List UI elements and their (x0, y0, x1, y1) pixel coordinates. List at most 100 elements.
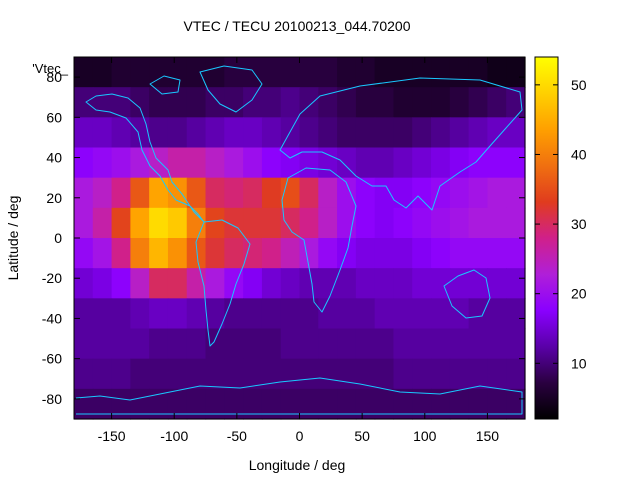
heatmap-cell (318, 328, 338, 360)
heatmap-cell (468, 207, 489, 239)
heatmap-cell (261, 328, 282, 360)
x-tick-label: -100 (160, 428, 188, 444)
heatmap-cell (186, 207, 207, 239)
heatmap-cell (374, 328, 395, 360)
coastline-australia (443, 269, 491, 319)
heatmap-cell (412, 147, 432, 179)
heatmap-cell (261, 268, 282, 299)
heatmap-cell (205, 57, 225, 88)
heatmap-cell (280, 87, 301, 118)
heatmap-cell (337, 358, 357, 390)
heatmap-cell (449, 87, 470, 118)
heatmap-cell (318, 87, 338, 118)
heatmap-cell (261, 358, 282, 390)
heatmap-cell (431, 388, 451, 420)
colorbar-tick-label: 30 (571, 216, 587, 232)
heatmap-cell (111, 57, 131, 88)
heatmap-cell (449, 328, 470, 360)
heatmap-cell (167, 238, 188, 269)
heatmap-cell (111, 358, 131, 390)
heatmap-cell (167, 328, 188, 360)
heatmap-cell (224, 298, 244, 330)
heatmap-cell (337, 238, 357, 269)
heatmap-cell (205, 358, 225, 390)
heatmap-cell (449, 388, 470, 420)
heatmap-cell (431, 117, 451, 149)
heatmap-cell (299, 298, 319, 330)
heatmap-cell (431, 207, 451, 239)
heatmap-cell (468, 358, 489, 390)
heatmap-cell (449, 358, 470, 390)
heatmap-cell (318, 268, 338, 299)
heatmap-cell (431, 57, 451, 88)
x-tick-label: 0 (296, 428, 304, 444)
heatmap-cell (506, 328, 526, 360)
heatmap-cell (111, 268, 131, 299)
heatmap-cell (412, 87, 432, 118)
heatmap-cell (374, 268, 395, 299)
heatmap-cell (506, 87, 526, 118)
heatmap-cell (111, 207, 131, 239)
heatmap-cell (355, 117, 376, 149)
heatmap-cell (393, 57, 413, 88)
heatmap-cell (280, 147, 301, 179)
heatmap-cell (92, 328, 113, 360)
heatmap-cell (412, 358, 432, 390)
heatmap-cell (261, 177, 282, 209)
heatmap-cell (412, 238, 432, 269)
heatmap-cell (167, 298, 188, 330)
heatmap-cell (167, 147, 188, 179)
heatmap-cell (468, 177, 489, 209)
heatmap-cell (431, 177, 451, 209)
y-tick-label: -40 (42, 310, 62, 326)
heatmap-cell (167, 117, 188, 149)
heatmap-cell (412, 268, 432, 299)
heatmap-cell (224, 87, 244, 118)
heatmap-cell (186, 177, 207, 209)
heatmap-cell (243, 298, 263, 330)
heatmap-cell (412, 177, 432, 209)
heatmap-cell (449, 177, 470, 209)
heatmap-cell (92, 388, 113, 420)
heatmap-cell (224, 328, 244, 360)
heatmap-cell (487, 207, 507, 239)
heatmap-cell (393, 207, 413, 239)
heatmap-cell (243, 388, 263, 420)
heatmap-cell (487, 268, 507, 299)
heatmap-cell (299, 388, 319, 420)
heatmap-cell (205, 328, 225, 360)
heatmap-cell (374, 358, 395, 390)
heatmap-cell (337, 388, 357, 420)
heatmap-cell (149, 268, 169, 299)
heatmap-cell (243, 57, 263, 88)
y-tick-label: 80 (46, 69, 62, 85)
heatmap-cell (393, 358, 413, 390)
heatmap-cell (468, 147, 489, 179)
heatmap-cell (92, 268, 113, 299)
heatmap-cell (355, 328, 376, 360)
heatmap-cell (487, 57, 507, 88)
heatmap-cell (412, 298, 432, 330)
heatmap-cell (130, 117, 150, 149)
x-tick-label: -50 (227, 428, 247, 444)
heatmap-cell (186, 57, 207, 88)
heatmap-cell (374, 117, 395, 149)
heatmap-cell (92, 87, 113, 118)
heatmap-cell (149, 388, 169, 420)
heatmap-cell (130, 268, 150, 299)
heatmap-cell (318, 147, 338, 179)
heatmap-cell (355, 147, 376, 179)
heatmap-cell (355, 87, 376, 118)
heatmap-cell (318, 358, 338, 390)
heatmap-cell (412, 57, 432, 88)
heatmap-cell (487, 87, 507, 118)
heatmap-cell (130, 298, 150, 330)
heatmap-cell (393, 87, 413, 118)
x-tick-label: 150 (476, 428, 500, 444)
heatmap-cell (261, 147, 282, 179)
heatmap-cell (205, 238, 225, 269)
heatmap-cell (205, 268, 225, 299)
heatmap-cell (243, 358, 263, 390)
heatmap-cell (167, 388, 188, 420)
